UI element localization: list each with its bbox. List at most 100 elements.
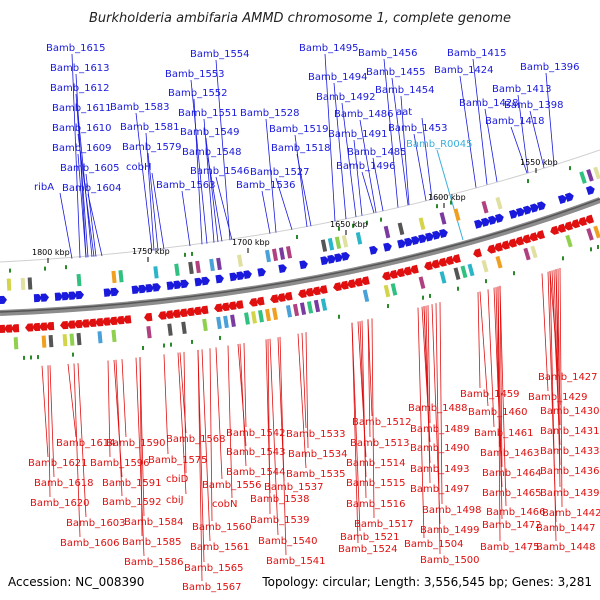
gene-label-cobn: cobN: [212, 499, 237, 510]
reverse-gene-arrow: [270, 294, 279, 304]
cog-category-box: [202, 318, 208, 332]
forward-gene-arrow: [564, 192, 574, 202]
trna-mark: [72, 352, 74, 357]
trna-mark: [191, 251, 193, 256]
reverse-gene-arrow: [235, 300, 244, 309]
gene-label-bamb_1591: Bamb_1591: [102, 478, 162, 489]
rna-leader-line: [436, 149, 464, 241]
map-title: Burkholderia ambifaria AMMD chromosome 1…: [89, 11, 511, 26]
gene-label-bamb_1612: Bamb_1612: [50, 83, 110, 94]
gene-label-bamb_1534: Bamb_1534: [288, 449, 348, 460]
trna-mark: [142, 345, 144, 350]
reverse-leader-line: [559, 267, 563, 508]
reverse-gene-arrow: [0, 324, 6, 333]
cog-category-box: [237, 254, 243, 267]
cog-category-box: [481, 200, 489, 214]
reverse-gene-arrow: [487, 244, 496, 254]
reverse-gene-arrow: [382, 271, 391, 281]
forward-leader-line: [359, 119, 377, 213]
reverse-leader-line: [183, 351, 187, 474]
reverse-leader-line: [541, 273, 549, 392]
gene-label-bamb_1413: Bamb_1413: [492, 84, 552, 95]
gene-label-bamb_1500: Bamb_1500: [420, 555, 480, 566]
forward-leader-line: [372, 157, 384, 212]
forward-leader-line: [529, 110, 545, 169]
reverse-gene-arrow: [123, 315, 132, 324]
reverse-leader-line: [427, 305, 431, 424]
cog-category-box: [216, 316, 222, 330]
trna-mark: [65, 265, 67, 270]
gene-label-bamb_1492: Bamb_1492: [316, 92, 376, 103]
reverse-gene-arrow: [396, 268, 405, 278]
cog-category-box: [265, 249, 271, 263]
reverse-leader-line: [497, 286, 501, 542]
reverse-gene-arrow: [221, 302, 230, 312]
trna-mark: [338, 226, 340, 231]
gene-label-bamb_1544: Bamb_1544: [226, 467, 286, 478]
forward-leader-line: [545, 72, 555, 165]
gene-label-bamb_1515: Bamb_1515: [346, 478, 406, 489]
cog-category-box: [188, 261, 194, 275]
forward-gene-arrow: [243, 270, 252, 279]
cog-category-box: [13, 337, 19, 350]
reverse-gene-arrow: [32, 322, 41, 332]
gene-label-bamb_1459: Bamb_1459: [460, 389, 520, 400]
trna-mark: [527, 179, 529, 184]
reverse-leader-line: [243, 343, 247, 428]
gene-label-bamb_1396: Bamb_1396: [520, 62, 580, 73]
forward-gene-arrow: [432, 230, 441, 240]
forward-leader-line: [203, 118, 215, 243]
gene-label-bamb_1528: Bamb_1528: [240, 108, 300, 119]
reverse-gene-arrow: [424, 261, 433, 271]
cog-category-box: [579, 171, 587, 184]
reverse-gene-arrow: [557, 223, 567, 233]
reverse-leader-line: [197, 349, 203, 582]
forward-leader-line: [341, 102, 357, 217]
cog-category-box: [146, 325, 152, 339]
gene-label-bamb_1586: Bamb_1586: [124, 557, 184, 568]
gene-label-bamb_1431: Bamb_1431: [540, 426, 600, 437]
tick-label: 1650 kbp: [330, 220, 368, 229]
gene-label-bamb_1551: Bamb_1551: [178, 108, 238, 119]
gene-label-bamb_1521: Bamb_1521: [340, 532, 400, 543]
cog-category-box: [195, 260, 201, 274]
scale-arc: [0, 149, 600, 263]
reverse-gene-arrow: [46, 321, 55, 331]
gene-label-bamb_1585: Bamb_1585: [122, 537, 182, 548]
cog-category-box: [111, 329, 117, 343]
trna-mark: [366, 220, 368, 225]
cog-category-box: [41, 335, 47, 348]
cog-category-box: [439, 212, 447, 225]
cog-category-box: [586, 227, 594, 241]
reverse-leader-line: [557, 268, 561, 426]
cog-category-box: [244, 312, 250, 325]
gene-label-bamb_1463: Bamb_1463: [480, 448, 540, 459]
cog-category-box: [76, 273, 82, 287]
reverse-gene-arrow: [473, 248, 482, 258]
cog-category-box: [62, 334, 68, 347]
forward-gene-arrow: [320, 256, 329, 266]
forward-leader-line: [59, 192, 73, 259]
reverse-gene-arrow: [333, 282, 342, 292]
gene-label-bamb_1548: Bamb_1548: [182, 147, 242, 158]
cog-category-box: [390, 283, 398, 296]
cog-category-box: [153, 266, 159, 279]
reverse-gene-arrow: [536, 230, 546, 240]
forward-gene-arrow: [152, 283, 161, 292]
reverse-leader-line: [49, 365, 55, 478]
reverse-leader-line: [215, 347, 223, 480]
forward-leader-line: [145, 132, 155, 251]
cog-category-box: [383, 284, 391, 298]
trna-mark: [569, 166, 571, 171]
reverse-gene-arrow: [67, 320, 76, 329]
forward-leader-line: [265, 118, 277, 233]
cog-category-box: [48, 335, 54, 348]
forward-leader-line: [85, 173, 97, 257]
forward-leader-line: [205, 137, 219, 243]
forward-gene-arrow: [229, 272, 238, 282]
forward-gene-arrow: [257, 267, 266, 277]
gene-label-riba: ribA: [34, 182, 54, 193]
reverse-gene-arrow: [522, 234, 532, 244]
cog-category-box: [418, 276, 426, 289]
